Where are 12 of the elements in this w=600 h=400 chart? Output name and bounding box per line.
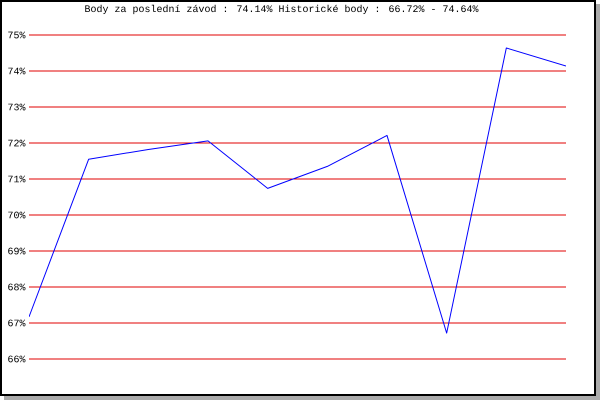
y-tick-label: 66% — [8, 356, 26, 362]
y-tick-label: 71% — [8, 176, 26, 182]
chart-title: Body za poslední závod : 74.14% Historické body : 66.72% - 74.64% — [85, 4, 478, 14]
y-tick-label: 72% — [8, 140, 26, 146]
y-tick-label: 70% — [8, 212, 26, 218]
y-tick-label: 74% — [8, 68, 26, 74]
y-tick-label: 68% — [8, 284, 26, 290]
y-tick-label: 69% — [8, 248, 26, 254]
y-tick-label: 67% — [8, 320, 26, 326]
y-tick-label: 73% — [8, 104, 26, 110]
y-tick-label: 75% — [8, 32, 26, 38]
line-series — [29, 47, 566, 334]
